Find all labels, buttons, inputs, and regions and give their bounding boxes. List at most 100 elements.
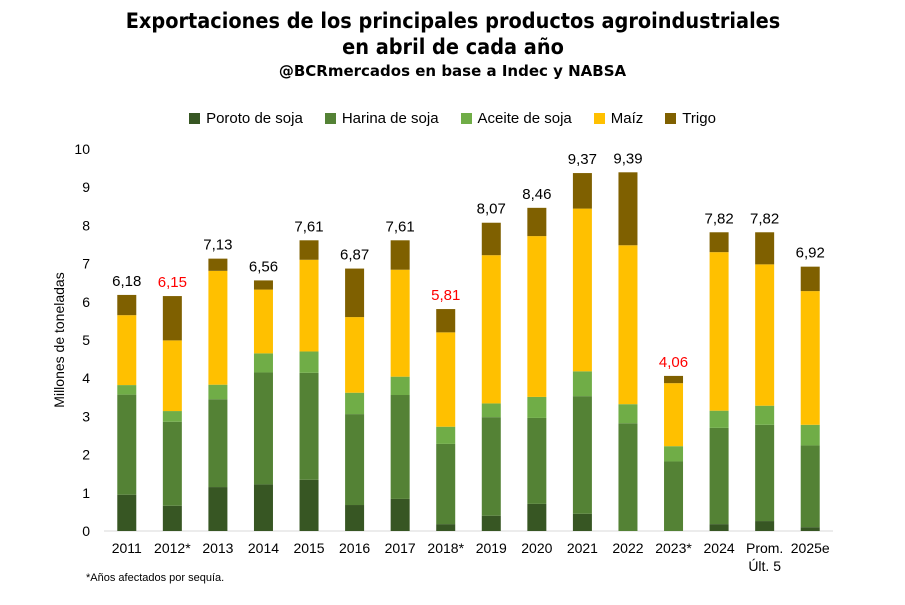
bar-segment bbox=[755, 521, 775, 531]
bar-segment bbox=[345, 505, 365, 531]
legend-item: Poroto de soja bbox=[189, 110, 303, 127]
x-tick-label: 2013 bbox=[202, 540, 233, 556]
bar-segment bbox=[800, 424, 820, 446]
y-tick-label: 4 bbox=[82, 370, 90, 386]
bar-segment bbox=[481, 417, 501, 516]
bar-segment bbox=[755, 264, 775, 406]
bar-segment bbox=[299, 240, 319, 260]
bar-segment bbox=[664, 375, 684, 384]
bar-segment bbox=[208, 487, 228, 531]
bar-segment bbox=[390, 240, 410, 270]
legend-swatch bbox=[665, 113, 677, 124]
x-tick-label: 2024 bbox=[704, 540, 735, 556]
bar-segment bbox=[755, 232, 775, 265]
bar-segment bbox=[755, 424, 775, 522]
bar-segment bbox=[390, 376, 410, 396]
bar-segment bbox=[664, 383, 684, 447]
total-label: 8,46 bbox=[522, 186, 551, 203]
x-tick-label: 2016 bbox=[339, 540, 370, 556]
bar-segment bbox=[208, 258, 228, 271]
bar-segment bbox=[572, 208, 592, 372]
bar-segment bbox=[436, 426, 456, 444]
legend-item: Aceite de soja bbox=[460, 110, 572, 127]
bar-segment bbox=[117, 385, 137, 395]
y-tick-label: 1 bbox=[82, 485, 90, 501]
bar-segment bbox=[253, 353, 273, 373]
x-tick-label: 2020 bbox=[521, 540, 552, 556]
bar-segment bbox=[618, 172, 638, 246]
legend-swatch bbox=[324, 113, 336, 124]
bar-segment bbox=[618, 423, 638, 531]
total-label: 4,06 bbox=[659, 354, 688, 371]
footnote: *Años afectados por sequía. bbox=[86, 572, 225, 584]
bar-segment bbox=[299, 479, 319, 531]
x-tick-label: 2023* bbox=[655, 540, 692, 556]
y-tick-label: 8 bbox=[82, 217, 90, 233]
bar-segment bbox=[800, 445, 820, 528]
bar-segment bbox=[572, 513, 592, 531]
legend-label: Maíz bbox=[610, 110, 644, 127]
legend-item: Maíz bbox=[593, 110, 644, 127]
bar-segment bbox=[208, 270, 228, 385]
bar-segment bbox=[436, 443, 456, 525]
bar-segment bbox=[345, 268, 365, 318]
bar-segment bbox=[572, 173, 592, 209]
bar-segment bbox=[162, 296, 182, 341]
legend-item: Trigo bbox=[665, 110, 716, 127]
legend-swatch bbox=[593, 113, 605, 124]
total-label: 6,92 bbox=[796, 245, 825, 262]
total-label: 9,39 bbox=[613, 150, 642, 167]
bar-segment bbox=[208, 384, 228, 400]
title-block: Exportaciones de los principales product… bbox=[0, 8, 905, 80]
bar-segment bbox=[800, 527, 820, 531]
total-label: 6,87 bbox=[340, 247, 369, 264]
bar-segment bbox=[162, 505, 182, 531]
bar-segment bbox=[162, 421, 182, 506]
total-label: 7,61 bbox=[386, 218, 415, 235]
bar-segment bbox=[299, 351, 319, 373]
x-tick-label: Prom. Últ. 5 bbox=[746, 540, 783, 574]
bar-segment bbox=[436, 524, 456, 531]
bar-segment bbox=[481, 515, 501, 531]
total-label: 7,82 bbox=[704, 210, 733, 227]
bar-segment bbox=[390, 269, 410, 377]
bar-segment bbox=[709, 232, 729, 253]
x-tick-label: 2017 bbox=[385, 540, 416, 556]
bar-segment bbox=[162, 340, 182, 412]
x-tick-label: 2015 bbox=[293, 540, 324, 556]
legend-label: Trigo bbox=[682, 110, 716, 127]
legend-label: Harina de soja bbox=[341, 110, 439, 127]
y-tick-label: 7 bbox=[82, 256, 90, 272]
chart-title: Exportaciones de los principales product… bbox=[125, 9, 780, 59]
y-tick-label: 6 bbox=[82, 294, 90, 310]
total-label: 7,61 bbox=[294, 218, 323, 235]
bar-segment bbox=[299, 259, 319, 352]
total-label: 5,81 bbox=[431, 287, 460, 304]
total-label: 9,37 bbox=[568, 151, 597, 168]
bar-segment bbox=[253, 484, 273, 531]
bar-segment bbox=[755, 405, 775, 425]
x-tick-label: 2014 bbox=[248, 540, 279, 556]
x-tick-label: 2011 bbox=[112, 540, 142, 556]
bar-segment bbox=[345, 414, 365, 506]
bar-segment bbox=[800, 291, 820, 425]
bar-segment bbox=[664, 446, 684, 462]
x-tick-label: 2025e bbox=[791, 540, 830, 556]
bar-segment bbox=[390, 498, 410, 531]
x-tick-label: 2019 bbox=[476, 540, 507, 556]
bar-segment bbox=[436, 332, 456, 427]
bar-segment bbox=[527, 396, 547, 418]
bar-segment bbox=[345, 392, 365, 415]
total-label: 6,56 bbox=[249, 258, 278, 275]
bar-segment bbox=[253, 280, 273, 290]
legend-swatch bbox=[460, 113, 472, 124]
x-tick-label: 2021 bbox=[567, 540, 598, 556]
bar-segment bbox=[572, 396, 592, 514]
bar-segment bbox=[117, 294, 137, 316]
bar-segment bbox=[709, 524, 729, 531]
legend-label: Aceite de soja bbox=[477, 110, 572, 127]
bar-segment bbox=[117, 494, 137, 531]
bar-segment bbox=[572, 371, 592, 397]
y-tick-label: 3 bbox=[82, 408, 90, 424]
